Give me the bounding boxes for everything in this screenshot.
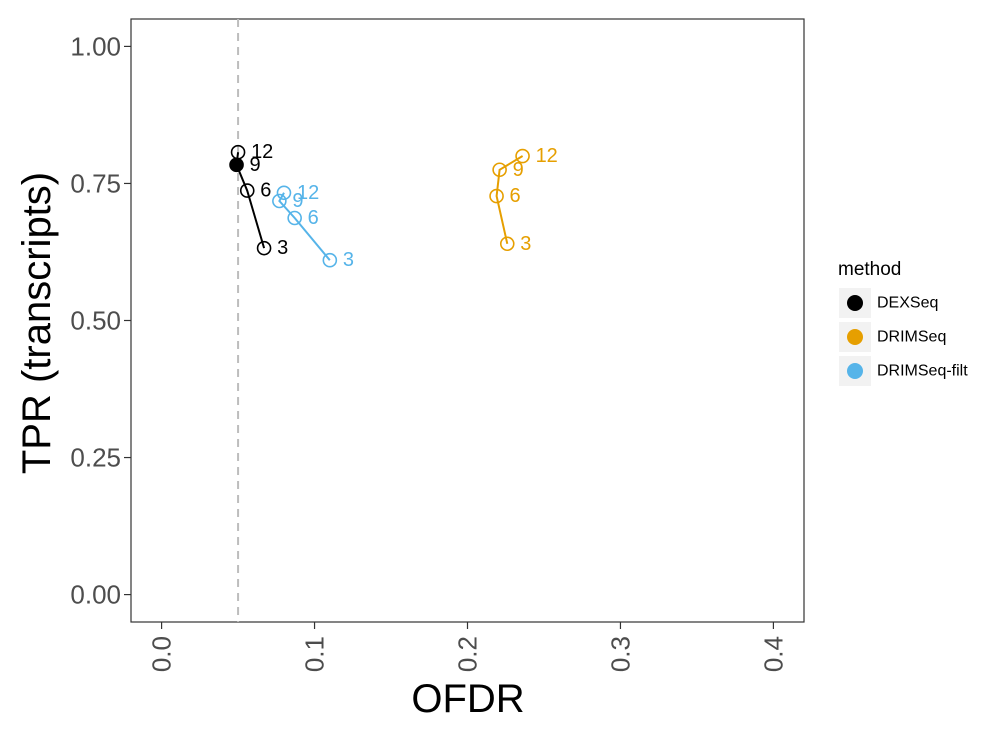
data-point bbox=[515, 148, 530, 164]
data-label: 9 bbox=[250, 154, 261, 176]
x-tick-label: 0.3 bbox=[605, 636, 635, 672]
axes: 0.0 0.1 0.2 0.3 0.4 0.00 0.25 0.50 0.75 1.00 bbox=[70, 31, 788, 672]
x-tick-label: 0.0 bbox=[147, 636, 177, 672]
legend-marker bbox=[847, 363, 863, 379]
legend-label: DRIMSeq-filt bbox=[877, 363, 968, 380]
x-tick-label: 0.2 bbox=[453, 636, 483, 672]
data-label: 12 bbox=[536, 145, 558, 167]
data-point bbox=[230, 144, 246, 160]
data-label: 12 bbox=[297, 182, 319, 204]
series-line bbox=[278, 192, 331, 261]
y-tick-label: 0.25 bbox=[70, 443, 121, 473]
y-axis-title: TPR (transcripts) bbox=[15, 172, 59, 474]
legend: method DEXSeq DRIMSeq DRIMSeq-filt bbox=[838, 259, 968, 386]
y-tick-label: 0.75 bbox=[70, 168, 121, 198]
data-point bbox=[492, 162, 507, 178]
x-axis-title: OFDR bbox=[411, 677, 524, 721]
data-point bbox=[276, 185, 292, 201]
y-tick-label: 0.00 bbox=[70, 580, 121, 610]
legend-title: method bbox=[838, 259, 901, 280]
data-label: 6 bbox=[308, 207, 319, 229]
data-label: 3 bbox=[277, 237, 288, 259]
data-points bbox=[229, 144, 530, 268]
data-label: 12 bbox=[251, 141, 273, 163]
data-label: 9 bbox=[292, 190, 303, 212]
y-tick-label: 1.00 bbox=[70, 31, 121, 61]
data-label: 6 bbox=[510, 185, 521, 207]
data-label: 9 bbox=[513, 159, 524, 181]
y-tick-label: 0.50 bbox=[70, 306, 121, 336]
data-label: 6 bbox=[260, 180, 271, 202]
legend-marker bbox=[847, 295, 863, 311]
data-point bbox=[272, 193, 287, 209]
data-point bbox=[499, 236, 515, 252]
legend-label: DRIMSeq bbox=[877, 329, 946, 346]
series-line bbox=[495, 155, 524, 245]
legend-marker bbox=[847, 329, 863, 345]
data-label: 3 bbox=[520, 233, 531, 255]
data-point bbox=[489, 188, 504, 204]
data-point bbox=[322, 252, 338, 268]
data-point bbox=[287, 210, 302, 226]
legend-label: DEXSeq bbox=[877, 295, 938, 312]
data-point bbox=[256, 240, 272, 256]
x-tick-label: 0.4 bbox=[758, 636, 788, 672]
x-tick-label: 0.1 bbox=[300, 636, 330, 672]
data-point bbox=[239, 183, 255, 198]
data-label: 3 bbox=[343, 249, 354, 271]
data-point bbox=[229, 157, 244, 173]
